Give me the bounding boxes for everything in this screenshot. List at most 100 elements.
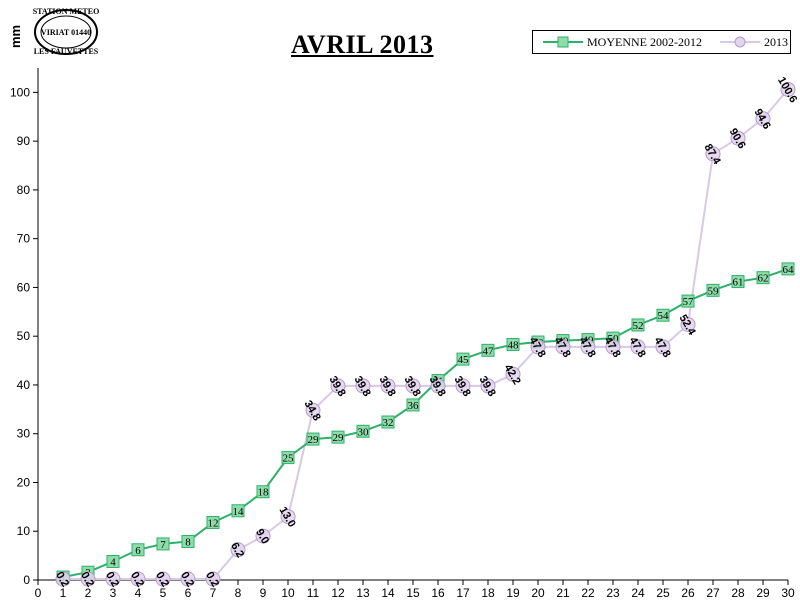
series-avg-point xyxy=(256,485,270,499)
x-tick-label: 15 xyxy=(406,586,420,600)
series-2013-point xyxy=(280,509,296,525)
series-avg-data-label: 12 xyxy=(208,517,219,529)
series-avg-data-label: 45 xyxy=(458,354,470,366)
series-2013-point xyxy=(405,378,421,394)
series-avg-point xyxy=(481,343,495,357)
series-2013-point xyxy=(355,378,371,394)
series-avg-data-label: 29 xyxy=(308,434,320,446)
x-tick-label: 1 xyxy=(60,586,67,600)
series-avg-point xyxy=(706,283,720,297)
series-2013-point xyxy=(130,571,146,587)
series-avg-data-label: 7 xyxy=(160,539,166,551)
x-tick-label: 6 xyxy=(185,586,192,600)
series-avg-point xyxy=(781,262,795,276)
y-tick-label: 100 xyxy=(10,85,30,99)
series-avg-point xyxy=(681,294,695,308)
series-avg-data-label: 57 xyxy=(683,296,695,308)
series-avg-point xyxy=(281,451,295,465)
x-tick-label: 8 xyxy=(235,586,242,600)
series-2013-point xyxy=(630,339,646,355)
x-tick-label: 0 xyxy=(35,586,42,600)
series-avg-point xyxy=(656,308,670,322)
x-tick-label: 24 xyxy=(631,586,645,600)
series-avg-point xyxy=(106,554,120,568)
legend-2013-swatch xyxy=(720,36,760,48)
x-tick-label: 19 xyxy=(506,586,520,600)
series-2013-point xyxy=(705,146,721,162)
series-2013-data-label: 0.2 xyxy=(103,570,121,589)
series-2013-data-label: 0.2 xyxy=(178,570,196,589)
series-avg-data-label: 36 xyxy=(408,400,420,412)
legend-item-avg: MOYENNE 2002-2012 xyxy=(543,35,702,50)
series-2013-point xyxy=(205,571,221,587)
series-2013-point xyxy=(105,571,121,587)
series-avg-point xyxy=(156,537,170,551)
series-avg-data-label: 59 xyxy=(708,285,720,297)
legend-2013-label: 2013 xyxy=(764,34,788,49)
series-2013-point xyxy=(305,402,321,418)
chart-title: AVRIL 2013 xyxy=(291,30,434,59)
series-avg-point xyxy=(231,504,245,518)
stamp-line-1: STATION METEO xyxy=(33,7,100,16)
series-avg-point xyxy=(331,430,345,444)
station-stamp-logo: STATION METEO VIRIAT 01440 LES FAUVETTES xyxy=(30,2,102,60)
y-tick-label: 50 xyxy=(17,329,31,343)
series-avg-data-label: 52 xyxy=(633,320,644,332)
series-avg-point xyxy=(131,543,145,557)
series-2013-point xyxy=(480,378,496,394)
y-axis-unit-label: mm xyxy=(8,24,23,48)
x-tick-label: 2 xyxy=(85,586,92,600)
y-tick-label: 40 xyxy=(17,378,31,392)
series-2013-point xyxy=(430,378,446,394)
series-2013-point xyxy=(755,111,771,127)
series-avg-point xyxy=(356,424,370,438)
y-tick-label: 90 xyxy=(17,134,31,148)
y-tick-label: 80 xyxy=(17,183,31,197)
y-tick-label: 0 xyxy=(23,573,30,587)
series-2013-data-label: 87.4 xyxy=(702,142,724,167)
x-tick-label: 18 xyxy=(481,586,495,600)
series-avg-data-label: 62 xyxy=(758,273,769,285)
x-tick-label: 7 xyxy=(210,586,217,600)
series-avg-data-label: 32 xyxy=(383,417,394,429)
series-2013-data-label: 9.0 xyxy=(253,527,271,546)
series-2013-point xyxy=(230,542,246,558)
series-avg-data-label: 6 xyxy=(135,545,141,557)
series-avg-data-label: 25 xyxy=(283,453,295,465)
x-tick-label: 3 xyxy=(110,586,117,600)
series-2013-point xyxy=(505,366,521,382)
series-avg-point xyxy=(181,534,195,548)
y-tick-label: 20 xyxy=(17,475,31,489)
x-tick-label: 23 xyxy=(606,586,620,600)
stamp-line-2: VIRIAT 01440 xyxy=(41,28,91,37)
series-2013-point xyxy=(330,378,346,394)
x-tick-label: 9 xyxy=(260,586,267,600)
series-avg-point xyxy=(756,271,770,285)
series-avg-data-label: 18 xyxy=(258,487,270,499)
x-tick-label: 22 xyxy=(581,586,595,600)
station-stamp-graphic: STATION METEO VIRIAT 01440 LES FAUVETTES xyxy=(33,7,100,56)
x-tick-label: 20 xyxy=(531,586,545,600)
series-2013-point xyxy=(380,378,396,394)
series-2013-point xyxy=(655,339,671,355)
legend-avg-swatch xyxy=(543,36,583,48)
series-2013-point xyxy=(605,339,621,355)
x-tick-label: 17 xyxy=(456,586,470,600)
series-avg-data-label: 4 xyxy=(110,556,116,568)
series-2013-point xyxy=(530,339,546,355)
legend-item-2013: 2013 xyxy=(720,35,788,50)
series-2013-data-label: 0.2 xyxy=(128,570,146,589)
x-tick-label: 12 xyxy=(331,586,345,600)
series-avg-data-label: 47 xyxy=(483,345,495,357)
series-2013-data-label: 13.0 xyxy=(277,505,298,530)
x-tick-label: 27 xyxy=(706,586,720,600)
series-avg-point xyxy=(731,275,745,289)
series-2013-point xyxy=(180,571,196,587)
series-avg-point xyxy=(406,398,420,412)
series-2013-point xyxy=(155,571,171,587)
series-2013-data-label: 0.2 xyxy=(153,570,171,589)
x-tick-label: 26 xyxy=(681,586,695,600)
y-tick-label: 60 xyxy=(17,280,31,294)
series-2013-data-label: 52.4 xyxy=(677,313,699,338)
